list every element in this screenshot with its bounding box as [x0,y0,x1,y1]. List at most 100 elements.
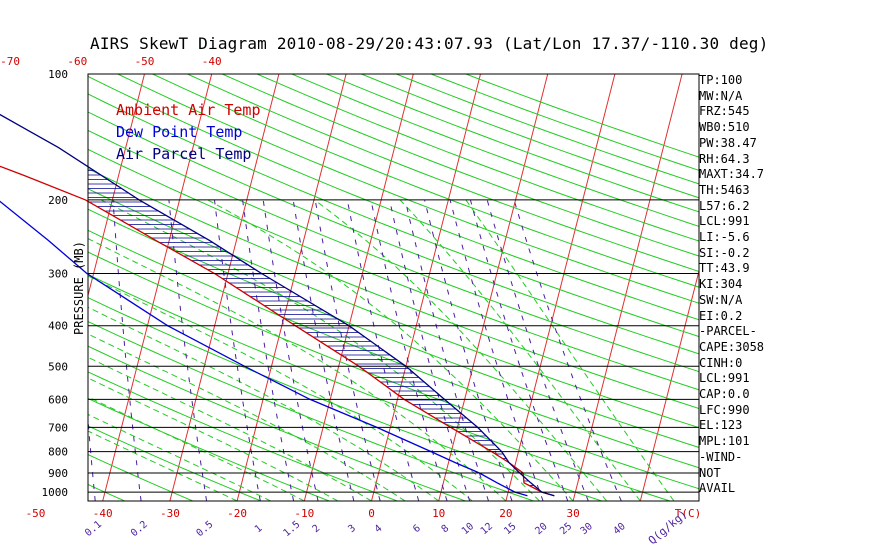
dry-adiabat [187,74,699,273]
index-19: LCL:991 [699,371,750,386]
index-26: AVAIL [699,481,736,496]
pressure-label-100: 100 [48,68,68,81]
dry-adiabat [88,251,699,490]
dry-adiabat [88,168,699,410]
dry-adiabat [88,148,699,391]
mixing-ratio-line [262,199,319,501]
bottom-temp-tick--30: -30 [160,507,180,520]
dry-adiabat [88,93,699,338]
index-23: MPL:101 [699,434,750,449]
index-7: TH:5463 [699,182,750,197]
dry-adiabat [88,111,699,355]
dry-adiabat [326,74,699,213]
top-temp-tick--40: -40 [202,55,222,68]
dry-adiabat [88,425,262,501]
dry-adiabat [221,74,699,257]
mixing-ratio-line [346,199,420,501]
pressure-label-300: 300 [48,268,68,281]
isotherm [0,74,10,501]
mixing-ratio-line [314,199,381,501]
index-17: CAPE:3058 [699,339,765,354]
bottom-temp-tick-20: 20 [499,507,512,520]
mixing-ratio-tick-3: 1 [253,523,265,535]
mixing-ratio-tick-13: 20 [533,521,549,537]
pressure-label-900: 900 [48,467,68,480]
legend-dew-point-temp: Dew Point Temp [116,123,243,141]
dry-adiabat [88,273,670,501]
moist-adiabat [88,356,372,501]
mixing-ratio-line [486,199,589,501]
isotherm [236,74,347,501]
index-13: KI:304 [699,277,743,292]
dry-adiabat [88,297,602,501]
mixing-ratio-line [389,199,471,501]
mixing-ratio-tick-8: 6 [411,523,423,535]
dry-adiabat [465,74,699,158]
pressure-label-700: 700 [48,421,68,434]
bottom-temp-tick--20: -20 [227,507,247,520]
dry-adiabat [88,371,398,501]
mixing-ratio-line [112,199,142,501]
mixing-ratio-line [404,199,489,501]
bottom-temp-tick-30: 30 [566,507,579,520]
x-axis-label-mixing-ratio: Q(g/kg) [646,507,690,547]
index-15: EI:0.2 [699,308,743,323]
mixing-ratio-line [370,199,448,501]
dry-adiabat [88,229,699,469]
index-1: MW:N/A [699,88,743,103]
mixing-ratio-tick-4: 1.5 [282,519,303,539]
isotherm [639,269,699,501]
index-4: PW:38.47 [699,135,757,150]
index-21: LFC:990 [699,402,750,417]
moist-adiabat [88,238,507,501]
mixing-ratio-tick-9: 8 [440,523,452,535]
dry-adiabat [361,74,699,199]
mixing-ratio-tick-14: 25 [558,521,574,537]
bottom-temp-tick--40: -40 [93,507,113,520]
isotherm [0,74,77,501]
dry-adiabat [88,483,125,501]
mixing-ratio-tick-1: 0.2 [129,519,150,539]
bottom-temp-tick--10: -10 [294,507,314,520]
moist-adiabat [88,430,238,501]
index-25: NOT [699,465,721,480]
dry-adiabat [396,74,699,185]
mixing-ratio-line [292,199,355,501]
dry-adiabat [256,74,699,242]
bottom-temp-tick-0: 0 [368,507,375,520]
dry-adiabat [291,74,699,227]
isotherm [371,74,481,501]
top-temp-tick--70: -70 [0,55,20,68]
dry-adiabat [430,74,699,171]
y-axis-label: PRESSURE (MB) [72,241,86,335]
index-12: TT:43.9 [699,261,750,276]
pressure-label-600: 600 [48,393,68,406]
legend-air-parcel-temp: Air Parcel Temp [116,145,252,163]
moist-adiabat [88,306,440,501]
mixing-ratio-tick-6: 3 [346,523,358,535]
index-2: FRZ:545 [699,104,750,119]
mixing-ratio-line [242,199,295,501]
mixing-ratio-line [168,199,208,501]
mixing-ratio-tick-16: 40 [612,521,628,537]
dry-adiabat [88,75,699,321]
isotherm [88,74,145,298]
mixing-ratio-line [449,199,544,501]
mixing-ratio-tick-12: 15 [502,521,518,537]
index-8: L57:6.2 [699,198,750,213]
index-5: RH:64.3 [699,151,750,166]
mixing-ratio-tick-11: 12 [479,521,495,537]
mixing-ratio-tick-10: 10 [460,521,476,537]
air-parcel-temp-line [0,113,555,497]
mixing-ratio-tick-7: 4 [373,523,385,535]
mixing-ratio-line [424,199,513,501]
mixing-ratio-line [88,413,96,501]
dry-adiabat [88,320,534,501]
moist-adiabat [88,396,305,501]
chart-title: AIRS SkewT Diagram 2010-08-29/20:43:07.9… [90,34,769,53]
index-9: LCL:991 [699,214,750,229]
index-6: MAXT:34.7 [699,167,765,182]
pressure-label-400: 400 [48,320,68,333]
index-20: CAP:0.0 [699,387,750,401]
